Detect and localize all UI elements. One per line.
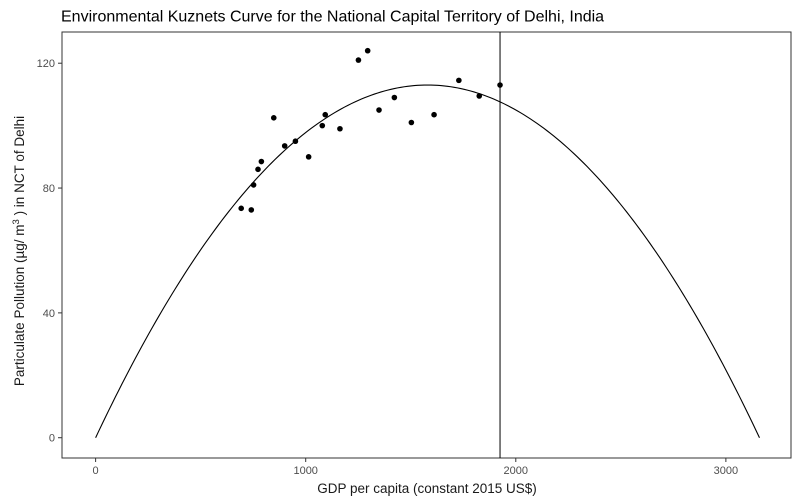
y-axis-label-superscript: 3	[11, 219, 22, 224]
data-point	[337, 125, 343, 132]
y-tick-label: 0	[49, 433, 55, 445]
chart-title: Environmental Kuznets Curve for the Nati…	[61, 9, 604, 26]
data-point	[250, 182, 257, 188]
data-point	[238, 205, 245, 212]
x-tick-label: 1000	[293, 465, 317, 477]
y-axis-label-prefix: Particulate Pollution (µg/ m	[12, 224, 27, 386]
data-point	[391, 94, 398, 101]
plot-panel-border	[61, 31, 792, 459]
y-tick-label: 40	[43, 308, 55, 320]
data-point	[431, 111, 437, 118]
data-point	[456, 77, 462, 84]
x-tick-label: 2000	[504, 465, 528, 477]
data-point	[248, 207, 255, 213]
data-point	[408, 119, 415, 126]
data-point	[292, 138, 299, 145]
y-tick-label: 80	[43, 183, 55, 195]
data-point	[476, 93, 483, 99]
fitted-curve-line	[95, 84, 760, 438]
x-tick-label: 0	[93, 465, 99, 477]
data-point	[305, 154, 312, 160]
x-axis-label: GDP per capita (constant 2015 US$)	[317, 481, 537, 496]
y-axis-label: Particulate Pollution (µg/ m3 ) in NCT o…	[11, 116, 27, 386]
y-tick-label: 120	[37, 58, 55, 70]
data-point	[497, 82, 503, 88]
y-axis-label-suffix: ) in NCT of Delhi	[12, 116, 27, 219]
data-point	[281, 143, 288, 149]
data-point	[355, 57, 362, 63]
data-point	[255, 166, 261, 173]
plot-area: 0 40 80 120 0 1000 2000 3000	[37, 31, 792, 477]
data-point	[270, 115, 277, 121]
data-point	[376, 107, 382, 113]
data-point	[364, 47, 371, 54]
data-point	[319, 122, 326, 129]
data-point	[322, 111, 329, 118]
x-tick-label: 3000	[714, 465, 738, 477]
data-point	[258, 158, 265, 165]
